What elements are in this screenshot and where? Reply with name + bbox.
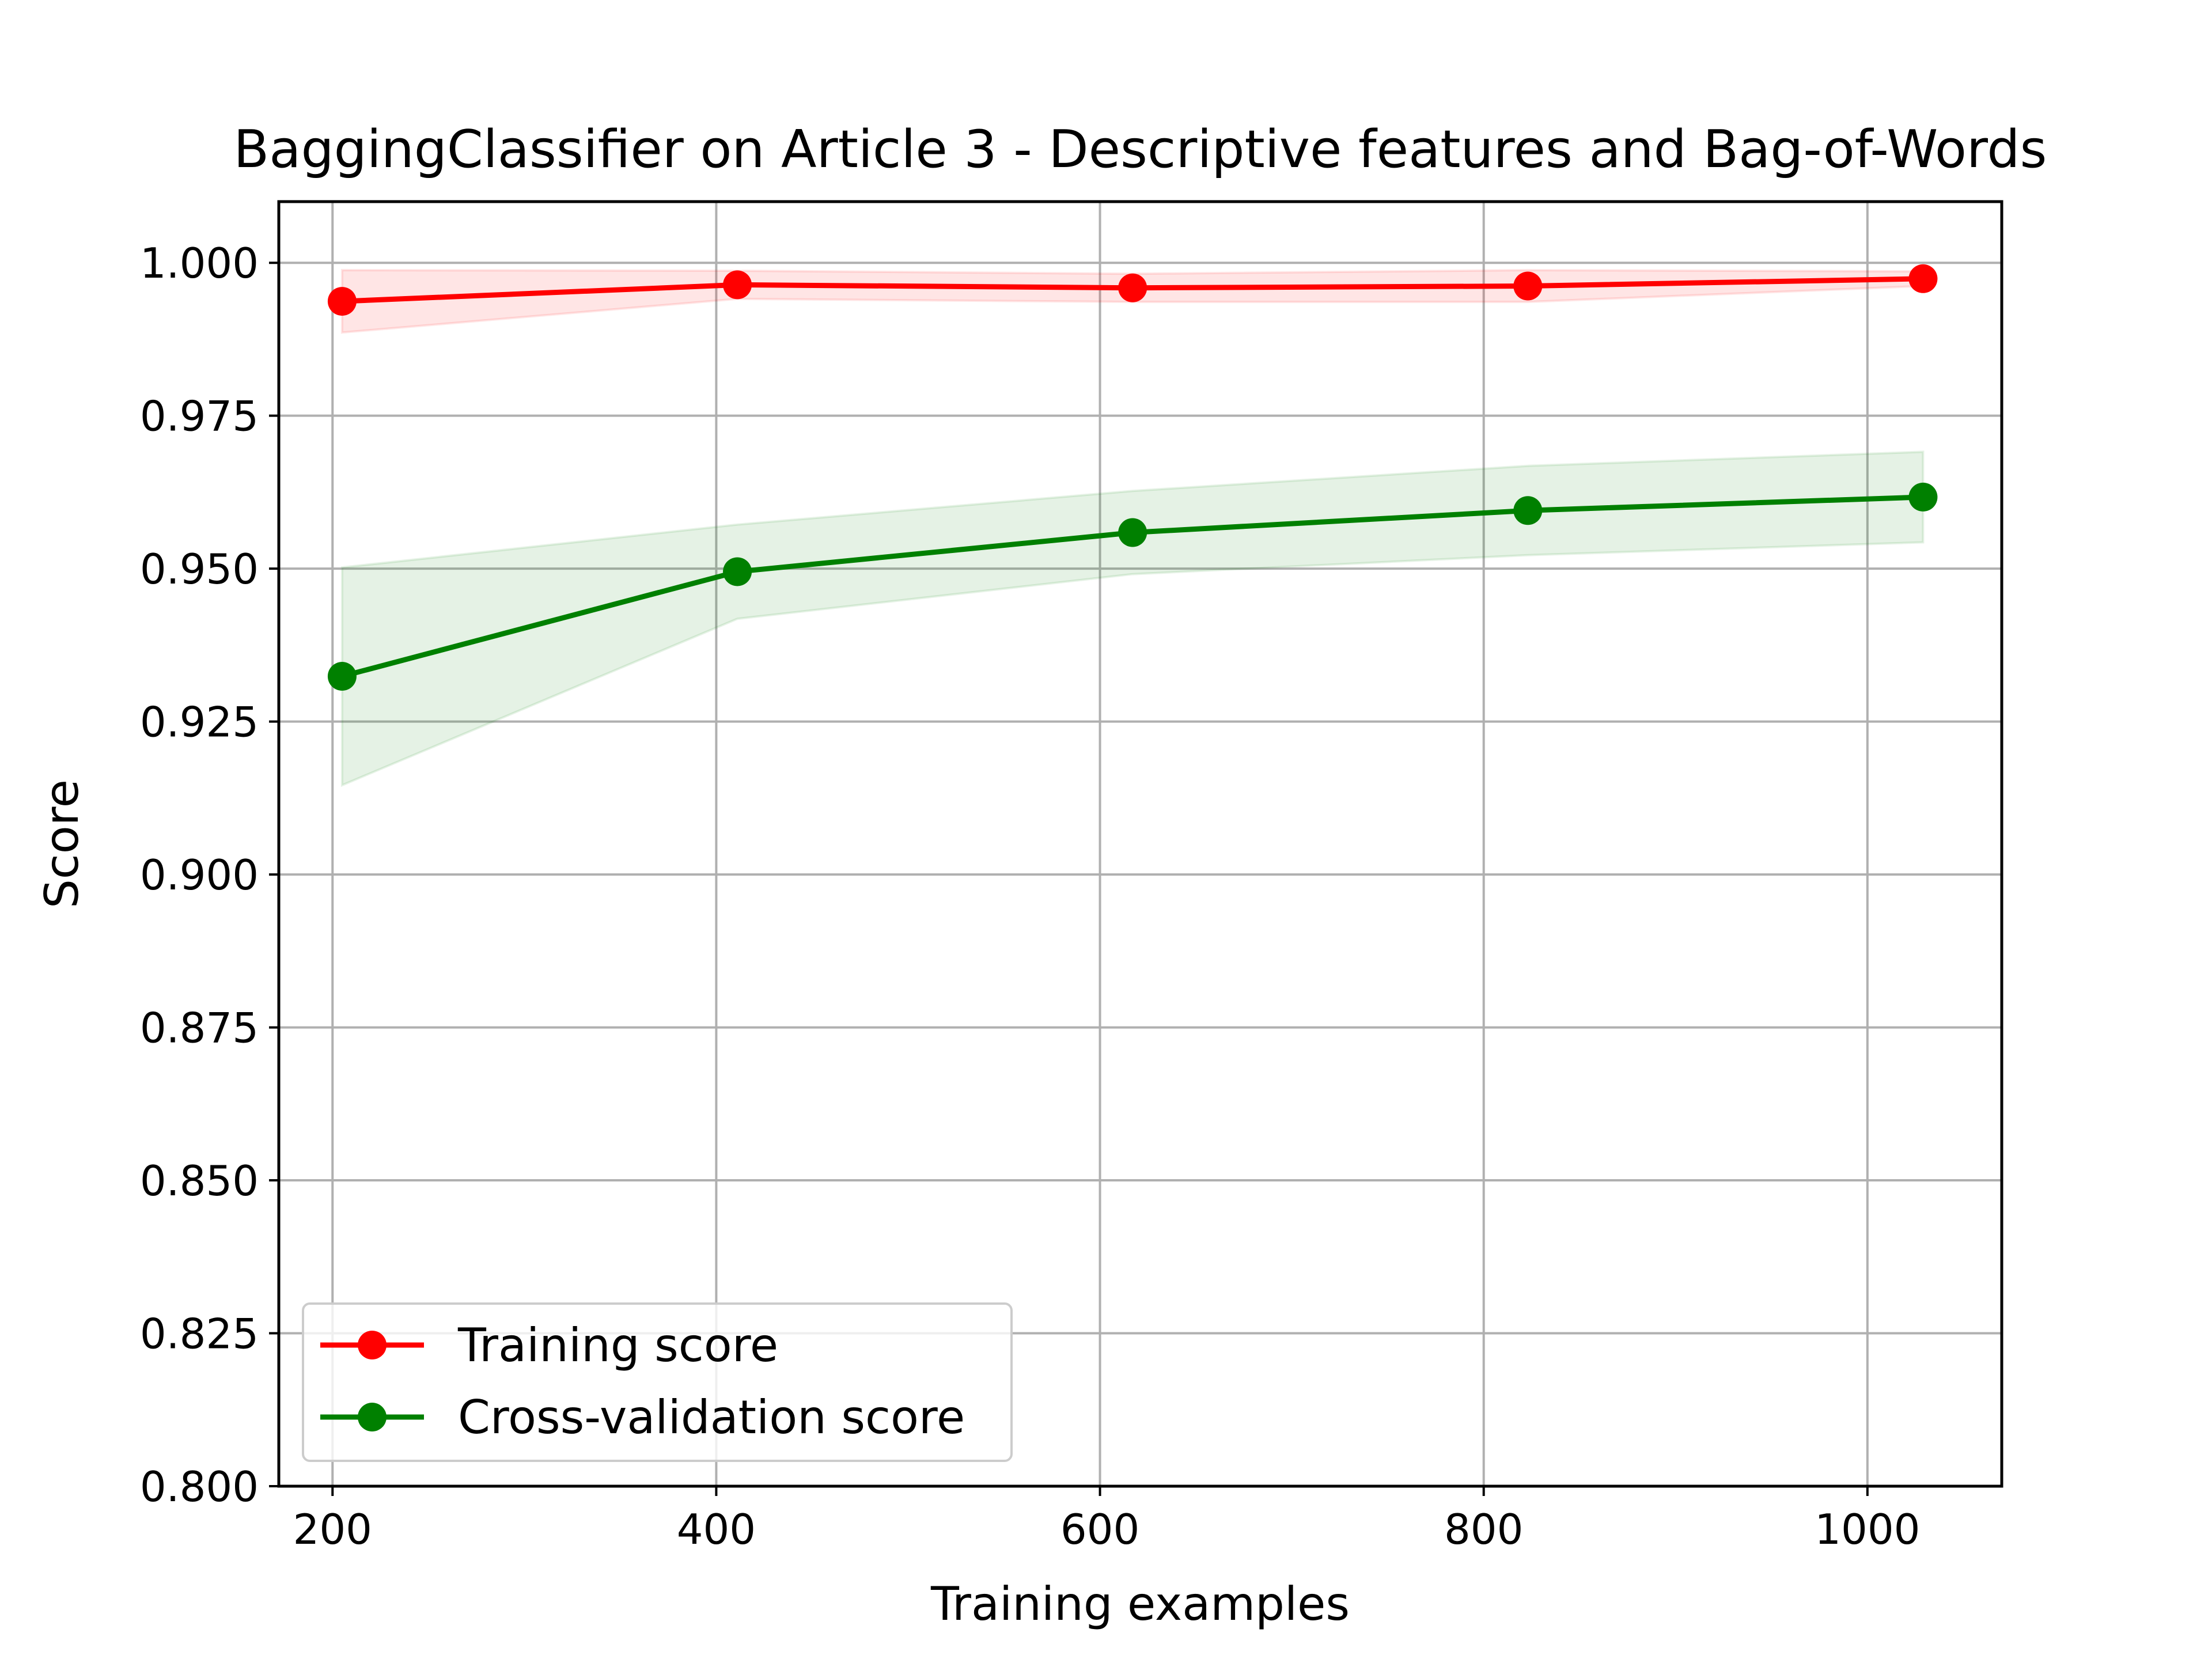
chart-title: BaggingClassifier on Article 3 - Descrip… bbox=[234, 119, 2047, 180]
data-point bbox=[327, 662, 357, 691]
y-tick-label: 0.875 bbox=[140, 1004, 259, 1052]
axis-ticks: 200 400 600 800 1000 0.800 0.825 0.850 0.875 0.90… bbox=[140, 239, 1921, 1554]
x-tick-label: 600 bbox=[1060, 1505, 1139, 1554]
y-tick-label: 1.000 bbox=[140, 239, 259, 287]
x-tick-label: 800 bbox=[1444, 1505, 1523, 1554]
legend-label: Cross-validation score bbox=[458, 1391, 965, 1444]
data-point bbox=[1118, 518, 1147, 547]
y-tick-label: 0.825 bbox=[140, 1310, 259, 1358]
y-tick-label: 0.925 bbox=[140, 698, 259, 747]
legend-marker bbox=[358, 1331, 387, 1359]
y-axis-label: Score bbox=[35, 779, 89, 908]
y-tick-label: 0.950 bbox=[140, 545, 259, 593]
y-tick-label: 0.850 bbox=[140, 1157, 259, 1205]
legend-frame bbox=[302, 1302, 1013, 1462]
x-tick-label: 400 bbox=[677, 1505, 756, 1554]
data-point bbox=[1908, 482, 1938, 512]
legend: Training score Cross-validation score bbox=[302, 1302, 1013, 1462]
confidence-band-1 bbox=[340, 450, 1925, 787]
data-point bbox=[1118, 273, 1147, 302]
y-tick-label: 0.900 bbox=[140, 851, 259, 899]
legend-marker bbox=[358, 1403, 387, 1431]
data-point bbox=[327, 287, 357, 316]
plot-frame bbox=[277, 200, 2003, 1488]
legend-label: Training score bbox=[457, 1319, 778, 1372]
data-point bbox=[723, 557, 752, 586]
data-point bbox=[1908, 264, 1938, 293]
x-tick-label: 200 bbox=[293, 1505, 372, 1554]
y-tick-label: 0.800 bbox=[140, 1463, 259, 1511]
data-point bbox=[723, 270, 752, 300]
grid-layer bbox=[279, 202, 2002, 1487]
x-axis-label: Training examples bbox=[930, 1577, 1350, 1631]
data-point bbox=[1513, 271, 1543, 301]
data-point bbox=[1513, 496, 1543, 525]
y-tick-label: 0.975 bbox=[140, 392, 259, 441]
x-tick-label: 1000 bbox=[1815, 1505, 1920, 1554]
series-points bbox=[327, 264, 1938, 691]
